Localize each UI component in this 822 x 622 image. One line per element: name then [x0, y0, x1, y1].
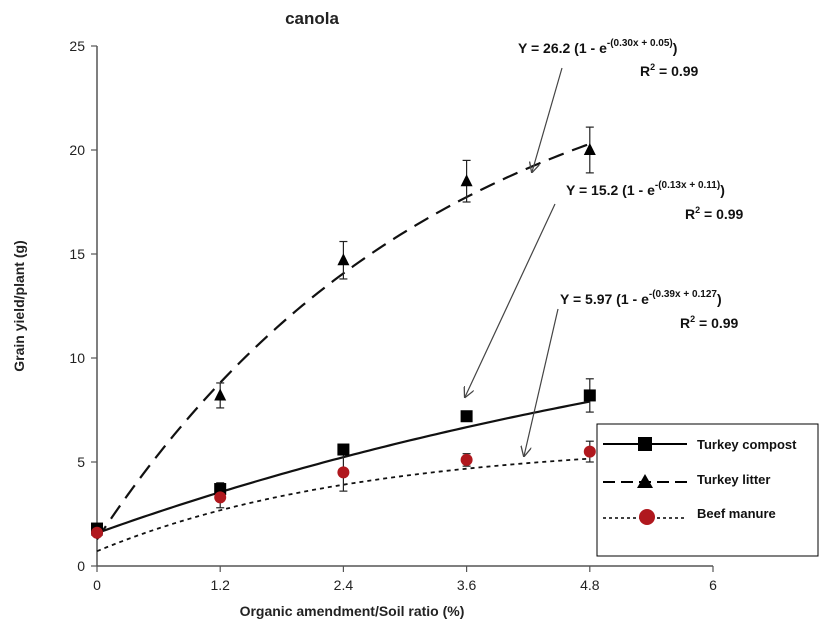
equation-exponent: -(0.39x + 0.127 — [649, 289, 718, 300]
svg-text:Y = 15.2 (1 - e-(0.13x + 0.11): Y = 15.2 (1 - e-(0.13x + 0.11)) — [566, 180, 725, 198]
x-tick-label: 2.4 — [334, 577, 354, 593]
svg-text:R2 = 0.99: R2 = 0.99 — [685, 205, 744, 222]
equation-close: ) — [717, 291, 722, 307]
y-tick-label: 0 — [77, 558, 85, 574]
chart-title: canola — [285, 9, 339, 28]
tick-labels: 0 1.2 2.4 3.6 4.8 6 0 5 10 15 20 25 — [69, 38, 717, 593]
x-tick-label: 0 — [93, 577, 101, 593]
data-markers — [91, 143, 596, 539]
svg-text:R2 = 0.99: R2 = 0.99 — [640, 62, 699, 79]
data-point-triangle — [460, 174, 473, 187]
r2-label: R — [640, 63, 650, 79]
legend-item-turkey-litter: Turkey litter — [603, 472, 770, 488]
data-point-triangle — [337, 253, 350, 266]
r2-label: R — [680, 315, 690, 331]
legend-label: Beef manure — [697, 506, 776, 521]
data-point-triangle — [214, 388, 227, 401]
data-point-circle — [460, 453, 473, 466]
r2-value: = 0.99 — [655, 63, 698, 79]
equation-close: ) — [720, 182, 725, 198]
data-point-square — [337, 443, 350, 456]
r2-value: = 0.99 — [695, 315, 738, 331]
data-point-circle — [91, 526, 103, 539]
triangle-marker-icon — [637, 474, 653, 488]
legend-item-beef-manure: Beef manure — [603, 506, 776, 525]
legend-item-turkey-compost: Turkey compost — [603, 437, 797, 452]
r2-superscript: 2 — [650, 62, 655, 72]
y-tick-label: 10 — [69, 350, 85, 366]
data-point-square — [214, 483, 227, 496]
equation-beef-manure: Y = 5.97 (1 - e-(0.39x + 0.127) R2 = 0.9… — [560, 289, 739, 331]
data-point-circle — [337, 466, 350, 479]
arrow-turkey-compost — [465, 203, 556, 397]
legend-label: Turkey compost — [697, 437, 797, 452]
x-axis-label: Organic amendment/Soil ratio (%) — [240, 603, 465, 619]
svg-text:R2 = 0.99: R2 = 0.99 — [680, 314, 739, 331]
equation-turkey-compost: Y = 15.2 (1 - e-(0.13x + 0.11)) R2 = 0.9… — [566, 180, 744, 222]
r2-superscript: 2 — [695, 205, 700, 215]
y-tick-label: 20 — [69, 142, 85, 158]
r2-value: = 0.99 — [700, 206, 743, 222]
circle-marker-icon — [639, 509, 655, 525]
svg-text:Y = 26.2 (1 - e-(0.30x + 0.05): Y = 26.2 (1 - e-(0.30x + 0.05)) — [518, 38, 677, 56]
x-tick-label: 4.8 — [580, 577, 600, 593]
y-axis-label: Grain yield/plant (g) — [11, 240, 27, 371]
equation-exponent: -(0.30x + 0.05) — [607, 38, 673, 49]
y-tick-label: 15 — [69, 246, 85, 262]
equation-main: Y = 5.97 (1 - e — [560, 291, 649, 307]
x-tick-label: 3.6 — [457, 577, 477, 593]
data-point-circle — [583, 445, 596, 458]
y-tick-label: 5 — [77, 454, 85, 470]
legend-box — [596, 423, 819, 557]
square-marker-icon — [638, 437, 652, 451]
svg-text:Y = 5.97 (1 - e-(0.39x + 0.127: Y = 5.97 (1 - e-(0.39x + 0.127) — [560, 289, 722, 307]
r2-superscript: 2 — [690, 314, 695, 324]
data-point-square — [460, 410, 473, 423]
equation-turkey-litter: Y = 26.2 (1 - e-(0.30x + 0.05)) R2 = 0.9… — [518, 38, 699, 79]
equation-close: ) — [673, 40, 678, 56]
y-tick-label: 25 — [69, 38, 85, 54]
x-tick-label: 6 — [709, 577, 717, 593]
arrow-turkey-litter — [532, 67, 563, 172]
equation-main: Y = 15.2 (1 - e — [566, 182, 655, 198]
x-tick-label: 1.2 — [210, 577, 230, 593]
legend: Turkey compost Turkey litter Beef manure — [596, 423, 819, 557]
axes — [91, 45, 714, 572]
equation-exponent: -(0.13x + 0.11) — [655, 180, 720, 191]
data-point-triangle — [583, 143, 596, 155]
data-point-square — [583, 389, 596, 402]
legend-label: Turkey litter — [697, 472, 770, 487]
data-point-circle — [214, 491, 227, 504]
r2-label: R — [685, 206, 695, 222]
arrow-beef-manure — [524, 308, 559, 456]
equation-main: Y = 26.2 (1 - e — [518, 40, 607, 56]
